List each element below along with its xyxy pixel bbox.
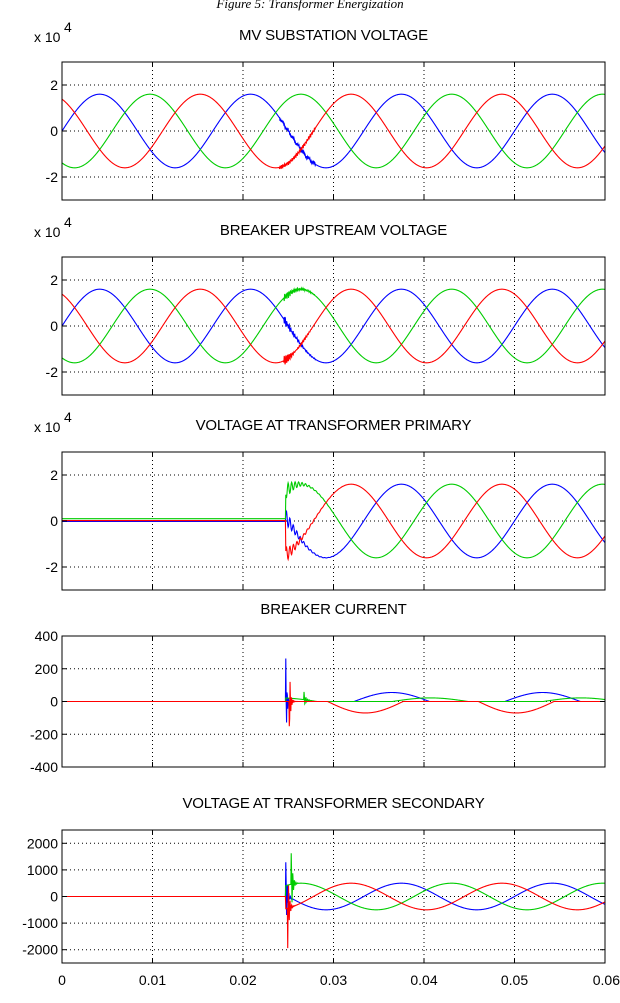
panel-4: BREAKER CURRENT -400 -200 0 200 400 [30, 601, 606, 775]
series-blue [61, 288, 606, 364]
y-tick-label: -1000 [22, 915, 58, 931]
panel-1: MV SUBSTATION VOLTAGE x 104 -2 0 2 [34, 19, 606, 201]
y-multiplier-exponent: 4 [64, 409, 72, 425]
y-multiplier-exponent: 4 [64, 19, 72, 35]
series-red [62, 882, 606, 949]
series-red [61, 288, 606, 365]
series-blue [61, 93, 606, 169]
x-tick-label: 0.03 [320, 972, 347, 988]
y-multiplier: x 10 [34, 419, 61, 435]
y-tick-label: -2000 [22, 942, 58, 958]
series-green [62, 480, 606, 559]
panel-title: MV SUBSTATION VOLTAGE [239, 27, 428, 44]
y-tick-label: -2 [46, 364, 59, 380]
y-tick-label: 400 [35, 628, 59, 644]
y-tick-label: 2 [50, 272, 58, 288]
panel-3: VOLTAGE AT TRANSFORMER PRIMARY x 104 -2 0 2 [34, 409, 606, 591]
panel-title: VOLTAGE AT TRANSFORMER SECONDARY [183, 795, 485, 812]
series-red [62, 681, 605, 727]
panel-2: BREAKER UPSTREAM VOLTAGE x 104 -2 0 2 [34, 214, 606, 396]
y-multiplier: x 10 [34, 224, 61, 240]
y-tick-label: 0 [50, 694, 58, 710]
y-tick-label: 1000 [27, 862, 58, 878]
x-tick-label: 0.06 [593, 972, 620, 988]
x-tick-label: 0.02 [229, 972, 256, 988]
y-tick-label: -2 [46, 559, 59, 575]
y-multiplier-exponent: 4 [64, 214, 72, 230]
y-tick-label: 0 [50, 123, 58, 139]
y-tick-label: 200 [35, 661, 59, 677]
y-tick-label: -400 [30, 759, 58, 775]
panel-title: VOLTAGE AT TRANSFORMER PRIMARY [196, 417, 472, 434]
panel-title: BREAKER UPSTREAM VOLTAGE [220, 222, 447, 239]
y-tick-label: 0 [50, 889, 58, 905]
series-green [62, 853, 606, 911]
x-tick-label: 0.04 [410, 972, 437, 988]
y-tick-label: 0 [50, 318, 58, 334]
series-red [62, 483, 606, 562]
y-tick-label: -200 [30, 726, 58, 742]
series-green [61, 93, 606, 169]
series-red [61, 93, 606, 170]
panel-title: BREAKER CURRENT [260, 601, 406, 618]
panel-5: VOLTAGE AT TRANSFORMER SECONDARY -2000 -10… [22, 795, 620, 988]
series-green [61, 286, 606, 364]
y-tick-label: 2 [50, 467, 58, 483]
x-tick-label: 0 [58, 972, 66, 988]
figure-caption: Figure 5: Transformer Energization [216, 0, 404, 11]
x-tick-label: 0.01 [139, 972, 166, 988]
x-tick-label: 0.05 [501, 972, 528, 988]
y-multiplier: x 10 [34, 29, 61, 45]
y-tick-label: 0 [50, 513, 58, 529]
y-tick-label: -2 [46, 169, 59, 185]
y-tick-label: 2000 [27, 835, 58, 851]
y-tick-label: 2 [50, 77, 58, 93]
series-blue [62, 483, 606, 559]
